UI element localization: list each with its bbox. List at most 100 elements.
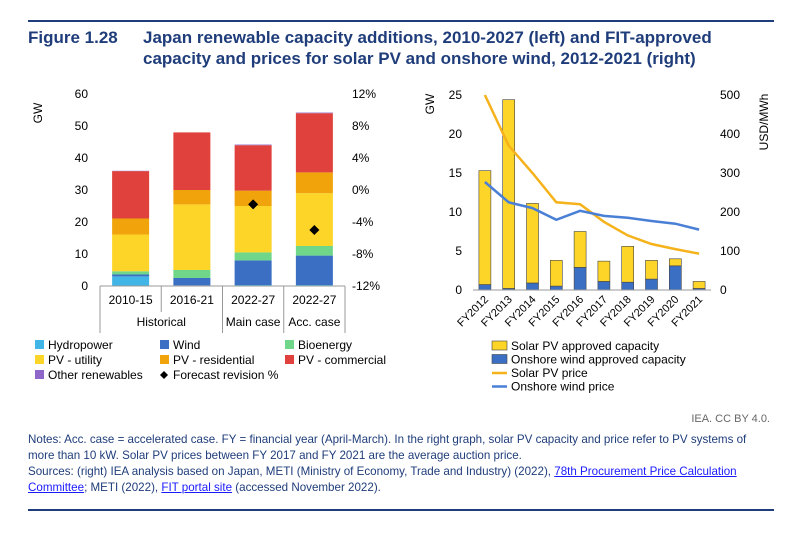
legend-label: PV - commercial — [298, 353, 386, 367]
approved-capacity-bar — [502, 99, 516, 289]
legend-label: Forecast revision % — [173, 368, 279, 382]
bar-segment — [234, 260, 272, 286]
legend-swatch — [35, 370, 44, 379]
right-y2-tick-label: 500 — [720, 88, 740, 102]
bar-segment — [295, 193, 333, 246]
left-x-tick-label: 2016-21 — [170, 293, 214, 307]
right-y-tick-label: 20 — [449, 127, 463, 141]
approved-capacity-bar — [621, 281, 635, 291]
left-y-tick-label: 10 — [75, 247, 89, 261]
legend-label: Wind — [173, 338, 200, 352]
left-x-tick-label: 2010-15 — [109, 293, 153, 307]
right-y2-tick-label: 0 — [720, 283, 727, 297]
bar-segment — [112, 274, 150, 277]
approved-capacity-bar — [573, 267, 587, 291]
approved-capacity-bar — [645, 260, 658, 280]
bar-segment — [234, 190, 272, 206]
legend-swatch — [491, 340, 508, 351]
price-line — [484, 181, 700, 231]
bar-segment — [173, 278, 211, 286]
left-group-label: Main case — [226, 315, 281, 329]
bar-segment — [234, 252, 272, 261]
bar-segment — [295, 246, 333, 256]
figure-number: Figure 1.28 — [28, 28, 118, 47]
price-line — [483, 94, 700, 255]
legend-swatch — [285, 340, 294, 349]
approved-capacity-bar — [597, 260, 611, 282]
approved-capacity-bar — [526, 282, 539, 291]
procurement-committee-link[interactable]: 78th Procurement Price Calculation Commi… — [28, 465, 737, 494]
left-y-tick-label: 30 — [75, 183, 89, 197]
left-y-axis-title: GW — [31, 102, 45, 123]
right-y-tick-label: 5 — [455, 244, 462, 258]
right-y2-tick-label: 200 — [720, 205, 740, 219]
sources-prefix: Sources: (right) IEA analysis based on J… — [28, 465, 555, 478]
right-y2-tick-label: 400 — [720, 127, 740, 141]
left-y2-tick-label: 8% — [352, 119, 370, 133]
bar-segment — [112, 234, 150, 272]
legend-label: Hydropower — [48, 338, 113, 352]
legend-label: Onshore wind price — [511, 380, 615, 394]
approved-capacity-bar — [478, 284, 492, 291]
left-y-tick-label: 50 — [75, 119, 89, 133]
right-y-tick-label: 10 — [449, 205, 463, 219]
left-y-tick-label: 60 — [75, 87, 89, 101]
fit-portal-link[interactable]: FIT portal site — [161, 481, 233, 494]
bar-segment — [295, 112, 333, 114]
legend-marker-forecast — [160, 371, 168, 379]
bar-segment — [112, 276, 150, 286]
right-y2-axis-title: USD/MWh — [757, 94, 771, 151]
bar-segment — [234, 206, 272, 253]
right-y-tick-label: 0 — [455, 283, 462, 297]
approved-capacity-bar — [526, 203, 539, 284]
right-y-tick-label: 25 — [449, 88, 463, 102]
top-rule — [28, 20, 774, 22]
sources-mid: ; METI (2022), — [84, 481, 162, 494]
credit-text: IEA. CC BY 4.0. — [691, 413, 770, 425]
legend-label: Solar PV approved capacity — [511, 339, 659, 353]
legend-label: Other renewables — [48, 368, 143, 382]
bar-segment — [173, 270, 211, 278]
right-y2-tick-label: 100 — [720, 244, 740, 258]
left-group-label: Acc. case — [288, 315, 340, 329]
legend-label: Bioenergy — [298, 338, 352, 352]
approved-capacity-bar — [597, 281, 611, 291]
approved-capacity-bar — [668, 258, 682, 267]
left-y-tick-label: 20 — [75, 215, 89, 229]
bar-segment — [295, 113, 333, 173]
left-y2-tick-label: -4% — [352, 215, 374, 229]
legend-swatch — [285, 355, 294, 364]
bottom-rule — [28, 509, 774, 511]
approved-capacity-bar — [645, 278, 658, 291]
bar-segment — [112, 218, 150, 235]
bar-segment — [234, 144, 272, 146]
figure-title-text: Japan renewable capacity additions, 2010… — [143, 28, 712, 68]
left-x-tick-label: 2022-27 — [292, 293, 336, 307]
bar-segment — [295, 172, 333, 194]
left-y2-tick-label: 12% — [352, 87, 376, 101]
left-y2-tick-label: 0% — [352, 183, 370, 197]
approved-capacity-bar — [549, 285, 563, 291]
legend-label: PV - residential — [173, 353, 254, 367]
left-group-label: Historical — [137, 315, 186, 329]
forecast-revision-marker — [248, 199, 259, 210]
legend-swatch — [491, 354, 508, 364]
bar-segment — [234, 145, 272, 191]
left-y2-tick-label: -8% — [352, 247, 374, 261]
left-y2-tick-label: 4% — [352, 151, 370, 165]
sources-suffix: (accessed November 2022). — [232, 481, 381, 494]
bar-segment — [173, 132, 211, 190]
approved-capacity-bar — [668, 265, 682, 291]
legend-swatch — [35, 340, 44, 349]
legend-swatch — [160, 340, 169, 349]
left-x-tick-label: 2022-27 — [231, 293, 275, 307]
approved-capacity-bar — [478, 170, 492, 285]
legend-swatch — [35, 355, 44, 364]
approved-capacity-bar — [692, 281, 706, 289]
bar-segment — [295, 255, 333, 286]
right-y-axis-title: GW — [423, 93, 437, 114]
notes-text: Notes: Acc. case = accelerated case. FY … — [28, 433, 747, 462]
forecast-revision-marker — [309, 225, 320, 235]
sources-text: Sources: (right) IEA analysis based on J… — [28, 464, 774, 496]
